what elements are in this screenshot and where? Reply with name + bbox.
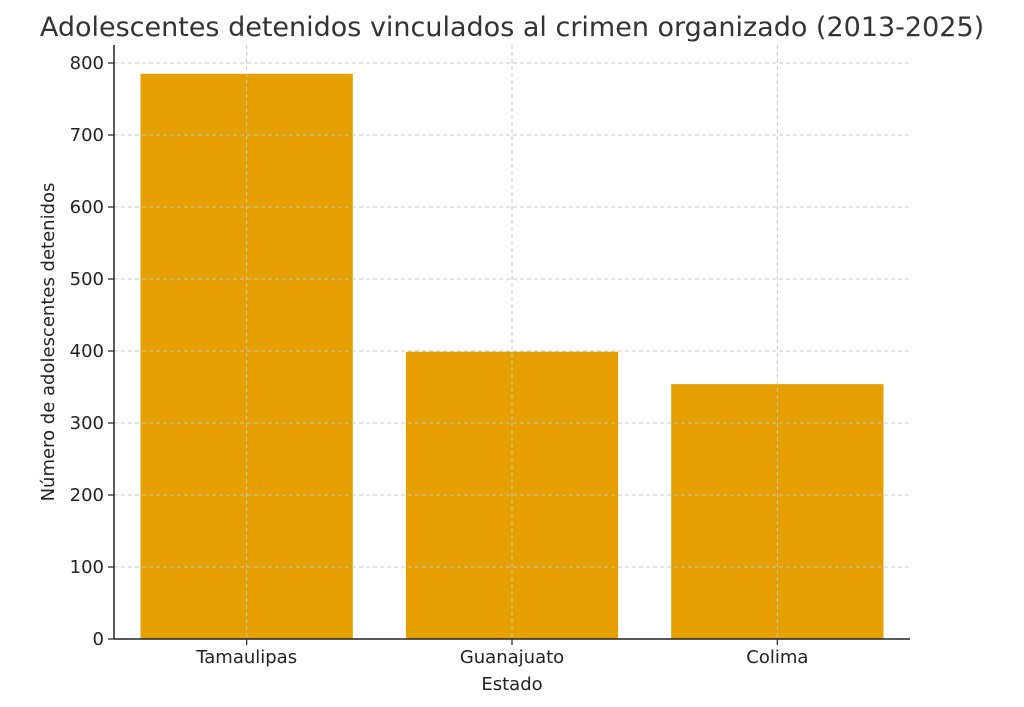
- x-axis-label: Estado: [481, 674, 542, 695]
- y-tick-label: 800: [70, 53, 104, 74]
- x-tick-label: Colima: [746, 647, 808, 668]
- x-tick-label: Tamaulipas: [195, 647, 297, 668]
- y-tick-label: 700: [70, 125, 104, 146]
- y-ticks: 0 100 200 300 400 500 600 700 800: [70, 53, 114, 650]
- y-tick-label: 100: [70, 557, 104, 578]
- y-tick-label: 400: [70, 341, 104, 362]
- y-tick-label: 500: [70, 269, 104, 290]
- y-axis-label: Número de adolescentes detenidos: [38, 183, 59, 502]
- grid: [114, 45, 910, 640]
- y-tick-label: 600: [70, 197, 104, 218]
- y-tick-label: 300: [70, 413, 104, 434]
- y-tick-label: 200: [70, 485, 104, 506]
- x-ticks: Tamaulipas Guanajuato Colima: [195, 639, 808, 668]
- y-tick-label: 0: [93, 629, 104, 650]
- x-tick-label: Guanajuato: [460, 647, 564, 668]
- chart-title: Adolescentes detenidos vinculados al cri…: [40, 12, 984, 43]
